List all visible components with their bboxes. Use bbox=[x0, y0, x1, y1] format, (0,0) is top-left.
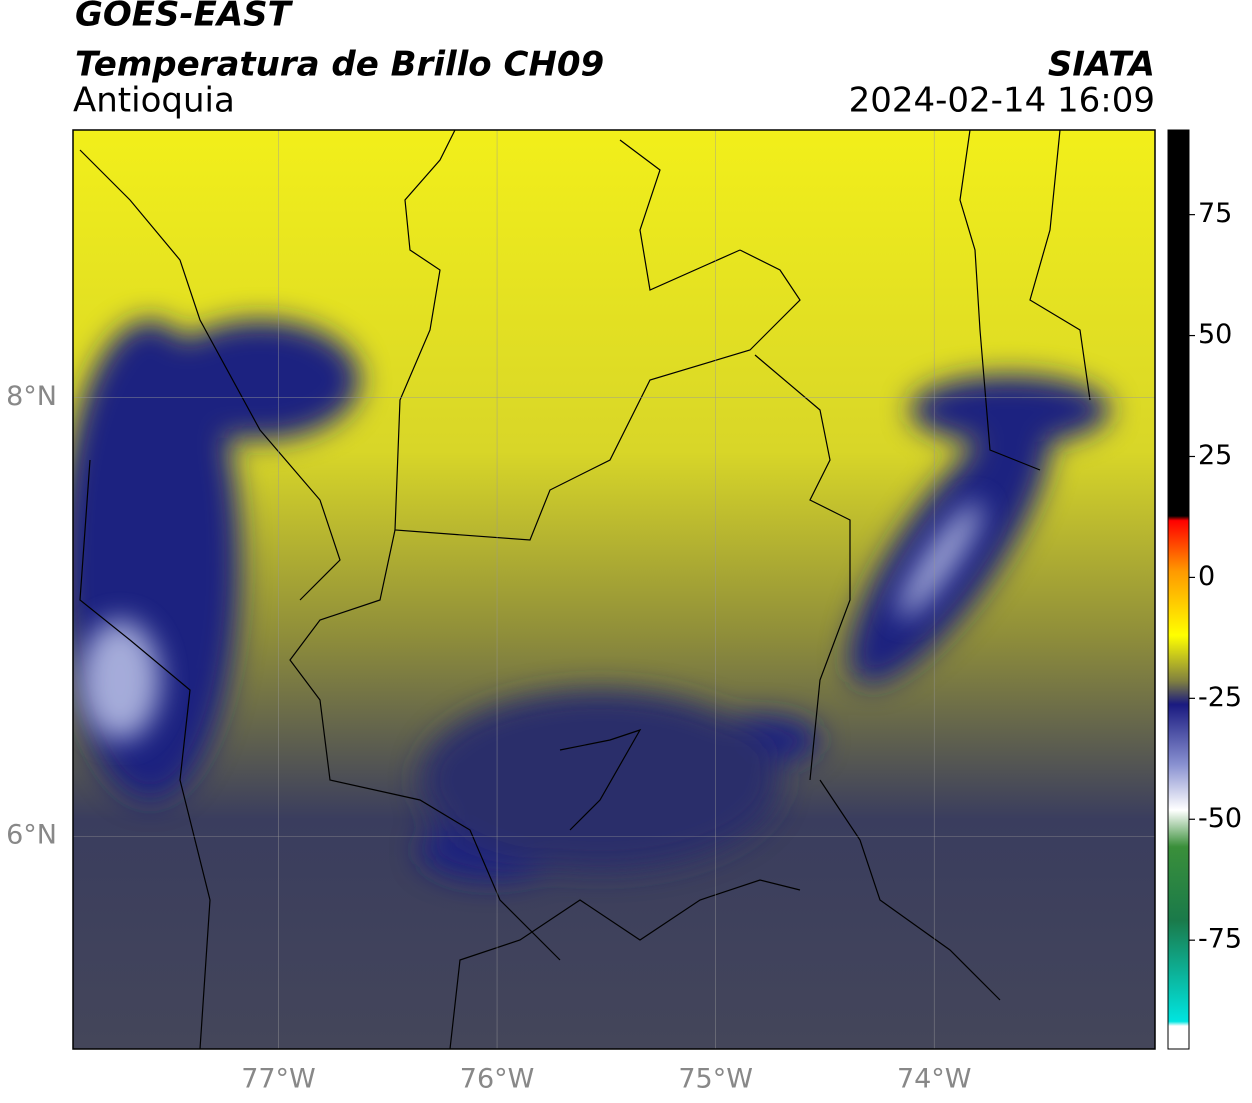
x-tick-label: 75°W bbox=[678, 1064, 753, 1095]
map-frame bbox=[72, 129, 1156, 1050]
colorbar-tick-label: 75 bbox=[1198, 198, 1232, 229]
x-tick-label: 76°W bbox=[460, 1064, 535, 1095]
x-tick-label: 74°W bbox=[897, 1064, 972, 1095]
product-title: Temperatura de Brillo CH09 bbox=[75, 45, 604, 85]
colorbar-tick-label: 25 bbox=[1198, 440, 1232, 471]
datetime: 2024-02-14 16:09 bbox=[849, 81, 1155, 121]
satellite-image bbox=[73, 130, 1155, 1049]
colorbar-tick-label: -75 bbox=[1198, 924, 1242, 955]
colorbar-tick-label: 50 bbox=[1198, 319, 1232, 350]
colorbar bbox=[1167, 129, 1190, 1050]
y-tick-label: 6°N bbox=[6, 820, 57, 851]
grid: 77°W 76°W 75°W 74°W 6°N 8°N bbox=[6, 130, 1155, 1095]
y-tick-label: 8°N bbox=[6, 381, 57, 412]
colorbar-tick-label: 0 bbox=[1198, 561, 1215, 592]
colorbar-tick-label: -25 bbox=[1198, 682, 1242, 713]
colorbar-ticks: 75 50 25 0 -25 -50 -75 bbox=[1189, 198, 1242, 955]
satellite-title: GOES-EAST bbox=[75, 0, 294, 35]
source: SIATA bbox=[1048, 45, 1155, 85]
region: Antioquia bbox=[73, 81, 235, 121]
x-tick-label: 77°W bbox=[241, 1064, 316, 1095]
colorbar-tick-label: -50 bbox=[1198, 803, 1242, 834]
